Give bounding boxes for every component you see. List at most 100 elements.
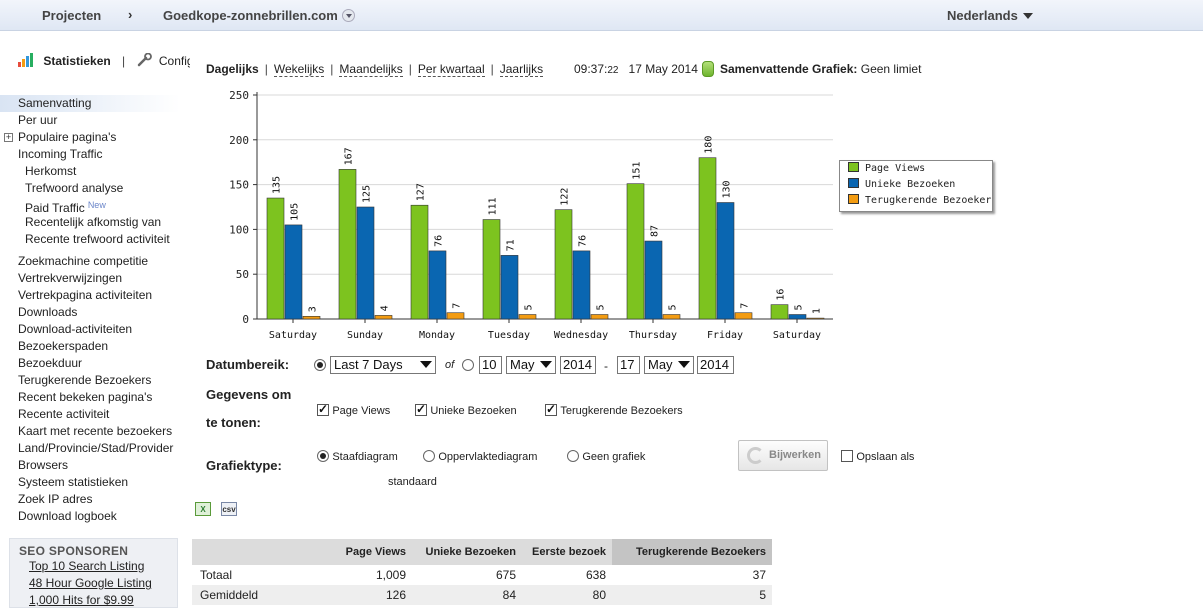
custom-range-radio[interactable] [462, 359, 474, 371]
sidebar-item-herkomst[interactable]: Herkomst [25, 164, 77, 178]
sidebar-item-vertrekpagina[interactable]: Vertrekpagina activiteiten [18, 288, 153, 302]
data-label: 180 [704, 136, 715, 154]
sidebar-item-land[interactable]: Land/Provincie/Stad/Provider [18, 441, 174, 455]
unique-checkbox-row[interactable]: Unieke Bezoeken [415, 402, 517, 417]
data-label: 5 [668, 304, 679, 310]
x-tick-label: Saturday [773, 330, 821, 341]
sidebar-item-recentelijk-afkomstig[interactable]: Recentelijk afkomstig van [25, 215, 162, 229]
legend-label: Terugkerende Bezoekers [865, 195, 993, 206]
data-label: 4 [380, 305, 391, 311]
type-bar-radio[interactable] [317, 450, 329, 462]
y-tick-label: 200 [229, 134, 249, 147]
table-header[interactable]: Eerste bezoek [522, 539, 612, 565]
table-header[interactable]: Terugkerende Bezoekers [612, 539, 772, 565]
sidebar-item-bezoekerspaden[interactable]: Bezoekerspaden [18, 339, 109, 353]
table-header[interactable]: Page Views [302, 539, 412, 565]
period-weekly[interactable]: Wekelijks [273, 62, 325, 77]
seo-link[interactable]: 1,000 Hits for $9.99 [29, 593, 134, 607]
sidebar-item-browsers[interactable]: Browsers [18, 458, 69, 472]
bar [554, 209, 573, 320]
breadcrumb-chevron-icon: › [128, 7, 133, 22]
period-daily[interactable]: Dagelijks [206, 62, 259, 76]
sidebar-item-trefwoord-analyse[interactable]: Trefwoord analyse [25, 181, 124, 195]
returning-checkbox-row[interactable]: Terugkerende Bezoekers [545, 402, 683, 417]
sidebar-item-vertrekverwijzingen[interactable]: Vertrekverwijzingen [18, 271, 123, 285]
sidebar-item-per-uur[interactable]: Per uur [18, 113, 58, 127]
table-cell: Totaal [200, 568, 233, 582]
from-day-input[interactable]: 10 [479, 356, 502, 374]
select-value: May [648, 357, 673, 372]
range-preset-radio[interactable] [314, 359, 326, 371]
sidebar-item-incoming-traffic[interactable]: Incoming Traffic [18, 147, 103, 161]
chevron-down-icon [1022, 13, 1033, 19]
type-area-row[interactable]: Oppervlaktediagram [423, 449, 537, 463]
sidebar-item-zoek-ip[interactable]: Zoek IP adres [18, 492, 93, 506]
returning-visitors-checkbox[interactable] [545, 402, 557, 416]
range-preset-select[interactable]: Last 7 Days [330, 356, 436, 374]
header-separator: | [122, 54, 126, 68]
expand-plus-icon[interactable]: + [4, 132, 13, 142]
save-as-row[interactable]: Opslaan als [841, 449, 914, 463]
page-views-checkbox[interactable] [317, 402, 329, 416]
type-none-radio[interactable] [567, 450, 579, 462]
projects-menu[interactable]: Projecten [42, 8, 102, 23]
summary-value[interactable]: Geen limiet [860, 62, 922, 76]
seo-title: SEO SPONSOREN [19, 544, 129, 558]
dropdown-circle-icon[interactable] [341, 9, 355, 22]
type-bar-row[interactable]: Staafdiagram [317, 449, 398, 463]
sidebar-item-paid-traffic[interactable]: Paid Traffic New [0, 197, 180, 215]
data-to-show-label-1: Gegevens om [206, 387, 292, 402]
data-label: 135 [272, 176, 283, 194]
sidebar-item-recente-trefwoord[interactable]: Recente trefwoord activiteit [25, 232, 170, 246]
seo-link[interactable]: 48 Hour Google Listing [29, 576, 152, 590]
legend-item: Page Views [840, 161, 992, 177]
from-month-select[interactable]: May [506, 356, 556, 374]
y-tick-label: 150 [229, 179, 249, 192]
period-yearly[interactable]: Jaarlijks [499, 62, 544, 77]
table-header[interactable]: Unieke Bezoeken [412, 539, 522, 565]
to-day-input[interactable]: 17 [617, 356, 640, 374]
period-monthly[interactable]: Maandelijks [339, 62, 403, 77]
table-cell: Gemiddeld [192, 585, 302, 605]
data-label: 16 [776, 289, 787, 301]
page-views-checkbox-row[interactable]: Page Views [317, 402, 390, 417]
table-cell: 675 [495, 568, 516, 582]
stats-tab[interactable]: Statistieken [43, 54, 111, 68]
bar [572, 250, 591, 320]
unique-visits-checkbox[interactable] [415, 402, 427, 416]
config-tab[interactable]: Configu [158, 54, 190, 68]
update-button[interactable]: Bijwerken [738, 440, 828, 471]
bar [644, 240, 663, 320]
type-area-radio[interactable] [423, 450, 435, 462]
language-selector[interactable]: Nederlands [947, 8, 1033, 23]
sidebar-item-bezoekduur[interactable]: Bezoekduur [18, 356, 83, 370]
sidebar-item-systeem[interactable]: Systeem statistieken [18, 475, 129, 489]
sidebar-item-populaire-paginas[interactable]: + Populaire pagina's [0, 129, 180, 146]
chevron-down-icon [420, 361, 432, 368]
sidebar-item-recente-activiteit[interactable]: Recente activiteit [18, 407, 110, 421]
sidebar-item-kaart[interactable]: Kaart met recente bezoekers [18, 424, 173, 438]
sidebar-item-samenvatting[interactable]: Samenvatting [0, 95, 180, 112]
period-quarterly[interactable]: Per kwartaal [417, 62, 485, 77]
site-selector[interactable]: Goedkope-zonnebrillen.com [163, 8, 355, 23]
save-as-checkbox[interactable] [841, 450, 853, 462]
seo-link[interactable]: Top 10 Search Listing [29, 559, 145, 573]
type-none-row[interactable]: Geen grafiek [567, 449, 645, 463]
from-year-input[interactable]: 2014 [560, 356, 596, 374]
date-value: 17 May 2014 [628, 62, 698, 76]
y-tick-label: 100 [229, 223, 249, 236]
sidebar-item-terugkerende-bezoekers[interactable]: Terugkerende Bezoekers [18, 373, 152, 387]
csv-export-icon[interactable]: csv [221, 502, 237, 516]
excel-export-icon[interactable]: X [195, 502, 211, 516]
to-year-input[interactable]: 2014 [697, 356, 734, 374]
sidebar-item-downloads[interactable]: Downloads [18, 305, 78, 319]
to-month-select[interactable]: May [644, 356, 694, 374]
data-label: 1 [812, 308, 823, 314]
sidebar-item-recent-bekeken[interactable]: Recent bekeken pagina's [18, 390, 153, 404]
refresh-icon [747, 447, 764, 464]
sidebar-item-download-logboek[interactable]: Download logboek [18, 509, 117, 523]
wrench-icon [137, 53, 152, 67]
legend-swatch-page-views [848, 162, 859, 172]
sidebar-item-zoekmachine-competitie[interactable]: Zoekmachine competitie [18, 254, 149, 268]
sidebar-item-download-activiteiten[interactable]: Download-activiteiten [18, 322, 133, 336]
